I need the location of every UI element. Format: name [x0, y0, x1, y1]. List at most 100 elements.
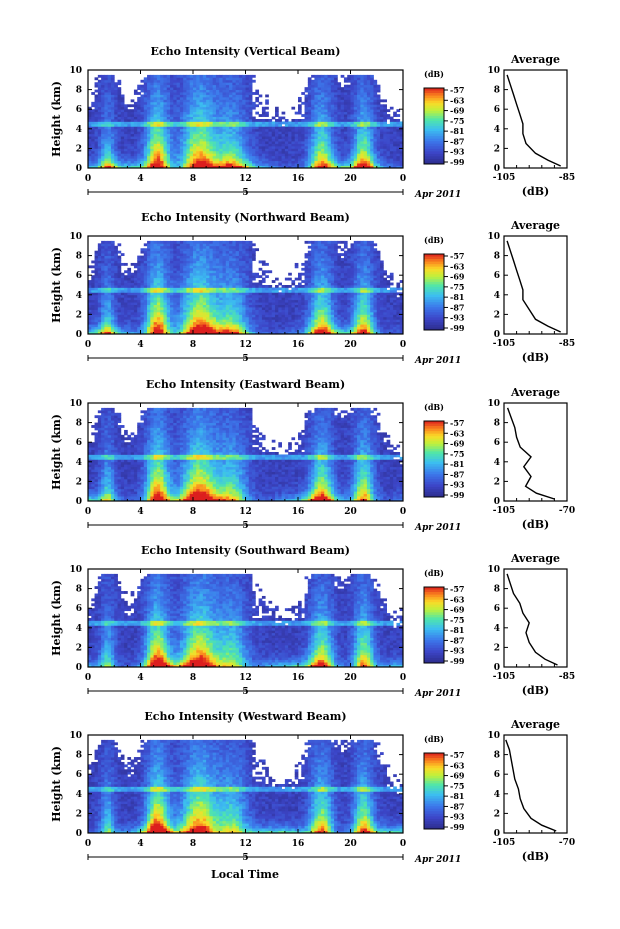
- heatmap-cell: [235, 272, 240, 276]
- heatmap-cell: [163, 326, 168, 330]
- heatmap-cell: [186, 262, 191, 266]
- heatmap-cell: [229, 243, 233, 247]
- heatmap-cell: [275, 133, 279, 137]
- heatmap-cell: [114, 84, 118, 88]
- heatmap-cell: [137, 145, 141, 149]
- heatmap-cell: [288, 155, 292, 159]
- heatmap-cell: [370, 109, 374, 113]
- heatmap-cell: [156, 150, 161, 154]
- heatmap-cell: [320, 165, 325, 169]
- heatmap-cell: [117, 277, 122, 281]
- profile-y-tick-label: 6: [494, 105, 500, 115]
- heatmap-cell: [104, 136, 109, 139]
- heatmap-cell: [150, 94, 155, 98]
- heatmap-cell: [311, 82, 315, 86]
- heatmap-cell: [193, 131, 197, 135]
- heatmap-cell: [101, 292, 105, 296]
- heatmap-cell: [238, 302, 243, 305]
- heatmap-cell: [248, 119, 253, 122]
- heatmap-cell: [193, 311, 197, 315]
- heatmap-cell: [284, 143, 289, 147]
- heatmap-cell: [147, 275, 151, 279]
- heatmap-cell: [114, 148, 118, 152]
- heatmap-cell: [104, 114, 109, 117]
- heatmap-cell: [261, 133, 266, 137]
- heatmap-cell: [170, 114, 174, 117]
- heatmap-cell: [150, 79, 155, 83]
- heatmap-cell: [196, 329, 200, 332]
- heatmap-cell: [363, 150, 368, 154]
- heatmap-cell: [393, 111, 397, 115]
- heatmap-cell: [347, 126, 351, 130]
- heatmap-cell: [232, 253, 237, 256]
- heatmap-cell: [193, 248, 197, 252]
- heatmap-cell: [193, 119, 197, 122]
- heatmap-cell: [147, 123, 151, 127]
- heatmap-cell: [275, 143, 279, 147]
- heatmap-cell: [193, 292, 197, 296]
- heatmap-cell: [235, 255, 240, 259]
- heatmap-cell: [176, 101, 181, 105]
- heatmap-cell: [137, 138, 141, 142]
- heatmap-cell: [258, 119, 263, 122]
- heatmap-cell: [124, 150, 128, 154]
- heatmap-cell: [160, 248, 164, 252]
- heatmap-cell: [320, 89, 325, 93]
- heatmap-cell: [301, 143, 305, 147]
- heatmap-cell: [163, 277, 168, 281]
- heatmap-cell: [170, 141, 174, 144]
- heatmap-cell: [199, 260, 204, 264]
- heatmap-cell: [130, 287, 135, 291]
- heatmap-cell: [219, 258, 223, 261]
- heatmap-cell: [143, 160, 148, 164]
- heatmap-cell: [153, 82, 158, 86]
- heatmap-cell: [281, 145, 286, 149]
- heatmap-cell: [104, 262, 109, 266]
- heatmap-cell: [133, 148, 138, 152]
- heatmap-cell: [176, 311, 181, 315]
- heatmap-cell: [222, 265, 227, 269]
- heatmap-cell: [202, 324, 207, 328]
- heatmap-cell: [133, 101, 138, 105]
- heatmap-cell: [334, 141, 338, 144]
- heatmap-cell: [179, 136, 184, 139]
- heatmap-cell: [202, 163, 207, 166]
- heatmap-cell: [320, 128, 325, 132]
- heatmap-cell: [235, 123, 240, 127]
- heatmap-cell: [373, 126, 378, 130]
- heatmap-cell: [186, 131, 191, 135]
- heatmap-cell: [97, 89, 102, 93]
- heatmap-cell: [245, 77, 250, 81]
- heatmap-cell: [343, 111, 348, 115]
- heatmap-cell: [383, 121, 387, 125]
- heatmap-cell: [196, 128, 200, 132]
- heatmap-cell: [153, 94, 158, 98]
- heatmap-cell: [170, 96, 174, 100]
- heatmap-cell: [173, 245, 177, 249]
- heatmap-cell: [232, 123, 237, 127]
- heatmap-cell: [370, 148, 374, 152]
- heatmap-cell: [170, 104, 174, 108]
- heatmap-cell: [304, 150, 309, 154]
- heatmap-cell: [215, 89, 220, 93]
- colorbar-swatch: [424, 103, 444, 107]
- heatmap-cell: [193, 123, 197, 127]
- heatmap-cell: [301, 158, 305, 162]
- heatmap-cell: [124, 262, 128, 266]
- heatmap-cell: [153, 299, 158, 303]
- heatmap-cell: [101, 116, 105, 120]
- heatmap-cell: [235, 275, 240, 279]
- heatmap-cell: [140, 267, 145, 271]
- heatmap-cell: [127, 280, 132, 283]
- heatmap-cell: [225, 133, 230, 137]
- heatmap-cell: [120, 285, 125, 288]
- heatmap-cell: [166, 116, 171, 120]
- heatmap-cell: [127, 314, 132, 318]
- heatmap-cell: [396, 143, 401, 147]
- heatmap-cell: [160, 155, 164, 159]
- heatmap-cell: [117, 265, 122, 269]
- heatmap-cell: [176, 329, 181, 332]
- heatmap-cell: [186, 285, 191, 288]
- heatmap-cell: [97, 126, 102, 130]
- heatmap-cell: [202, 309, 207, 313]
